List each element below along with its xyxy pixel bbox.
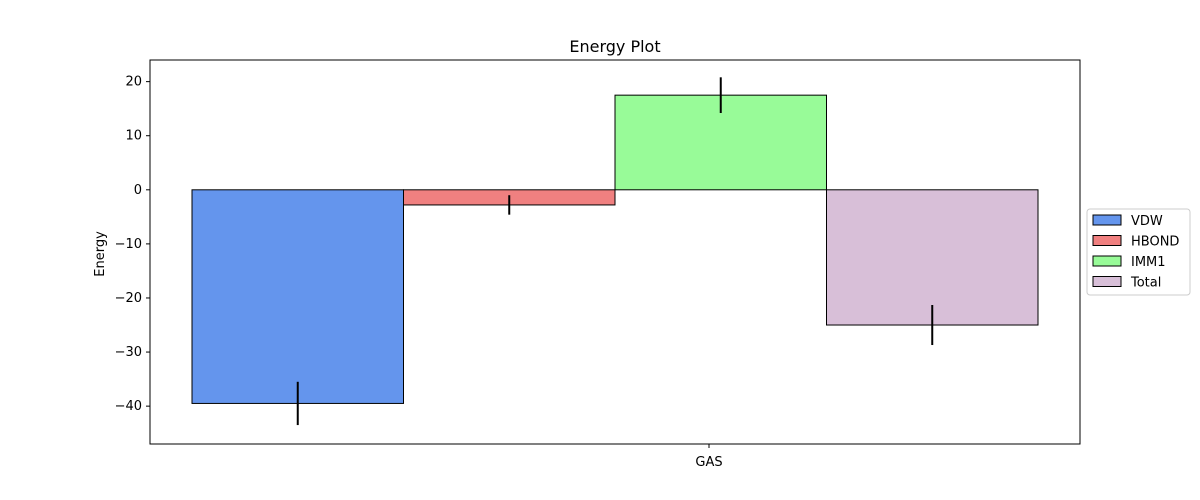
x-tick-label: GAS [695,455,722,470]
legend-swatch-imm1 [1092,255,1122,267]
legend-label-imm1: IMM1 [1131,255,1166,270]
legend-swatch-vdw [1092,214,1122,226]
chart-title: Energy Plot [569,37,660,56]
legend-label-hbond: HBOND [1131,235,1179,250]
y-tick-label: −40 [115,399,142,414]
plot-area: −40 −30 −20 −10 0 10 20 GAS [115,59,1081,470]
bar-vdw [191,189,404,404]
y-tick-label: 10 [125,129,142,144]
legend-label-total: Total [1130,276,1161,291]
y-tick-label: 0 [134,183,142,198]
plot-frame [149,59,1081,445]
legend-box [1086,208,1191,296]
y-tick-label: −10 [115,237,142,252]
bar-total [826,189,1039,326]
legend-label-vdw: VDW [1131,214,1163,229]
legend: VDW HBOND IMM1 Total [1086,208,1191,296]
y-tick-label: 20 [125,75,142,90]
legend-swatch-hbond [1092,235,1122,246]
y-axis-label: Energy [93,231,108,277]
y-tick-label: −20 [115,291,142,306]
y-tick-label: −30 [115,345,142,360]
legend-swatch-total [1092,276,1122,287]
